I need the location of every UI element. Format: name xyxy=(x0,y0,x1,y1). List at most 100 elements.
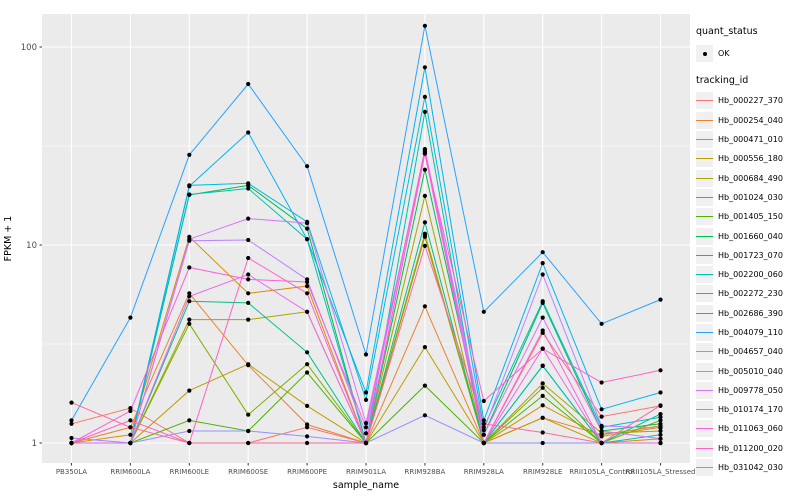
data-point xyxy=(128,406,133,411)
legend-key-swatch xyxy=(696,459,713,477)
data-point xyxy=(481,418,486,423)
data-point xyxy=(599,428,604,434)
data-point xyxy=(128,418,133,423)
legend-entry-label: Hb_009778_050 xyxy=(718,385,783,395)
data-point xyxy=(422,23,427,28)
data-point xyxy=(481,425,486,430)
data-point xyxy=(246,130,251,135)
data-point xyxy=(305,350,310,355)
legend-entry: Hb_002200_060 xyxy=(696,265,800,284)
legend-key-swatch xyxy=(696,285,713,303)
data-point xyxy=(246,181,251,186)
legend-entry-ok: OK xyxy=(696,44,800,63)
x-tick-label: RRIM600SE xyxy=(228,468,268,476)
data-point xyxy=(540,272,545,277)
data-point xyxy=(422,304,427,309)
data-point xyxy=(246,81,251,87)
legend-entry-label: Hb_002686_390 xyxy=(718,308,783,318)
data-point xyxy=(422,109,427,114)
legend-entry: Hb_031042_030 xyxy=(696,458,800,477)
legend-entry: Hb_011063_060 xyxy=(696,419,800,438)
data-point xyxy=(246,277,251,282)
data-point xyxy=(363,352,369,357)
line-swatch-icon xyxy=(696,274,713,276)
line-swatch-icon xyxy=(696,389,713,391)
data-point xyxy=(599,407,604,412)
legend-key-swatch xyxy=(696,266,713,284)
legend-entry-label: Hb_002200_060 xyxy=(718,270,783,280)
data-point xyxy=(187,291,192,296)
legend-entry: Hb_011200_020 xyxy=(696,439,800,458)
data-point xyxy=(128,432,133,437)
legend-key-ok xyxy=(696,45,713,63)
data-point xyxy=(540,346,545,351)
legend-entry-label: OK xyxy=(718,49,730,59)
data-point xyxy=(422,151,427,156)
legend-entry-label: Hb_000556_180 xyxy=(718,154,783,164)
legend-key-swatch xyxy=(696,188,713,206)
x-tick-label: RRII105LA_Control xyxy=(569,468,634,476)
x-tick-label: RRIM901LA xyxy=(346,468,386,476)
legend-entry-label: Hb_031042_030 xyxy=(718,463,783,473)
legend-entry: Hb_009778_050 xyxy=(696,381,800,400)
data-point xyxy=(540,261,545,266)
data-point xyxy=(481,440,486,446)
legend-entry-label: Hb_005010_040 xyxy=(718,366,783,376)
data-point xyxy=(599,423,604,428)
data-point xyxy=(363,421,369,426)
legend-key-swatch xyxy=(696,150,713,168)
data-point xyxy=(187,184,192,189)
data-point xyxy=(422,234,427,239)
data-point xyxy=(128,408,133,414)
line-swatch-icon xyxy=(696,428,713,430)
line-swatch-icon xyxy=(696,177,713,179)
data-point xyxy=(658,436,663,441)
data-point xyxy=(187,294,192,299)
data-point xyxy=(187,265,192,270)
legend-entry: Hb_010174_170 xyxy=(696,400,800,419)
legend-entry-label: Hb_010174_170 xyxy=(718,405,783,415)
legend-entry: Hb_001660_040 xyxy=(696,226,800,245)
legend-key-swatch xyxy=(696,208,713,226)
data-point xyxy=(128,315,133,320)
data-point xyxy=(305,403,310,408)
x-tick-label: RRIM928LA xyxy=(464,468,504,476)
line-swatch-icon xyxy=(696,409,713,411)
legend-key-swatch xyxy=(696,343,713,361)
line-swatch-icon xyxy=(696,158,713,160)
y-tick-label: 10 xyxy=(26,241,37,251)
data-point xyxy=(422,345,427,350)
data-point xyxy=(305,226,310,231)
ok-point-icon xyxy=(702,51,707,56)
data-point xyxy=(305,422,310,427)
data-point xyxy=(422,148,427,153)
data-point xyxy=(246,186,251,191)
legend-entry-label: Hb_000471_010 xyxy=(718,135,783,145)
data-point xyxy=(658,415,663,420)
data-point xyxy=(422,231,427,236)
data-point xyxy=(658,390,663,395)
legend-entry: Hb_001723_070 xyxy=(696,246,800,265)
legend-entry-label: Hb_001024_030 xyxy=(718,192,783,202)
data-point xyxy=(599,321,604,326)
x-tick-label: RRII105LA_Stressed xyxy=(626,468,696,476)
data-point xyxy=(481,398,486,404)
data-point xyxy=(422,65,427,70)
legend-panel: quant_status OK tracking_id Hb_000227_37… xyxy=(696,26,800,477)
data-point xyxy=(540,440,545,446)
data-point xyxy=(305,440,310,446)
legend-entry-label: Hb_000254_040 xyxy=(718,115,783,125)
data-point xyxy=(658,432,663,437)
data-point xyxy=(69,421,74,426)
data-point xyxy=(69,400,74,405)
x-tick-label: RRIM600PE xyxy=(287,468,327,476)
data-point xyxy=(658,418,663,423)
data-point xyxy=(246,412,251,417)
legend-key-swatch xyxy=(696,362,713,380)
data-point xyxy=(246,216,251,221)
data-point xyxy=(246,291,251,296)
x-axis-title: sample_name xyxy=(333,480,399,491)
data-point xyxy=(305,370,310,375)
data-point xyxy=(658,440,663,446)
data-point xyxy=(540,403,545,408)
